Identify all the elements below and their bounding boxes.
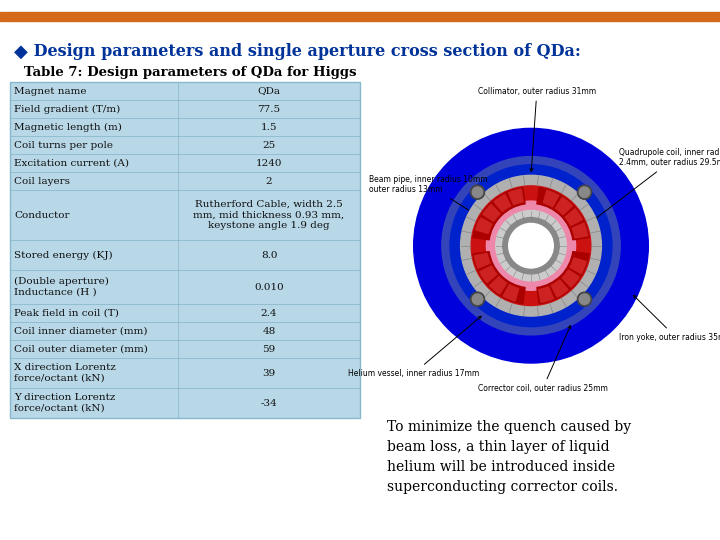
Bar: [10, 136, 360, 154]
Text: Coil inner diameter (mm): Coil inner diameter (mm): [14, 327, 148, 335]
Bar: [10, 388, 360, 418]
Text: 1240: 1240: [256, 159, 282, 167]
Bar: [10, 240, 360, 270]
Wedge shape: [537, 252, 589, 304]
Text: 0.010: 0.010: [254, 282, 284, 292]
Text: Iron yoke, outer radius 35mm: Iron yoke, outer radius 35mm: [619, 295, 720, 342]
Text: Coil layers: Coil layers: [14, 177, 70, 186]
Text: QDa: QDa: [258, 86, 281, 96]
Text: Magnet name: Magnet name: [14, 86, 86, 96]
Bar: [10, 322, 360, 340]
Text: Coil outer diameter (mm): Coil outer diameter (mm): [14, 345, 148, 354]
Wedge shape: [572, 223, 588, 238]
Text: Excitation current (A): Excitation current (A): [14, 159, 129, 167]
Circle shape: [579, 187, 590, 198]
Text: 8.0: 8.0: [261, 251, 277, 260]
Bar: [10, 172, 360, 190]
Bar: [10, 270, 360, 304]
Wedge shape: [552, 280, 568, 297]
Wedge shape: [562, 270, 579, 287]
Text: Stored energy (KJ): Stored energy (KJ): [14, 251, 112, 260]
Circle shape: [503, 218, 559, 274]
Text: Design parameters and single aperture cross section of QDa:: Design parameters and single aperture cr…: [28, 43, 581, 60]
Wedge shape: [565, 209, 582, 226]
Bar: [10, 100, 360, 118]
Text: 39: 39: [262, 368, 276, 377]
Text: To minimize the quench caused by
beam loss, a thin layer of liquid
helium will b: To minimize the quench caused by beam lo…: [387, 420, 631, 494]
Circle shape: [472, 187, 483, 198]
Bar: [10, 304, 360, 322]
Bar: [0, 12, 720, 21]
Text: 77.5: 77.5: [258, 105, 281, 113]
Bar: [10, 118, 360, 136]
Bar: [10, 82, 360, 100]
Wedge shape: [544, 191, 559, 207]
Text: Magnetic length (m): Magnetic length (m): [14, 123, 122, 132]
Wedge shape: [473, 252, 525, 304]
Wedge shape: [508, 189, 523, 205]
Text: 1.5: 1.5: [261, 123, 277, 132]
Text: Collimator, outer radius 31mm: Collimator, outer radius 31mm: [478, 86, 596, 172]
Circle shape: [577, 185, 592, 199]
Text: (Double aperture)
Inductance (H ): (Double aperture) Inductance (H ): [14, 277, 109, 297]
Circle shape: [509, 224, 553, 268]
Text: 25: 25: [262, 140, 276, 150]
Circle shape: [577, 292, 592, 306]
Circle shape: [450, 165, 612, 327]
Text: X direction Lorentz
force/octant (kN): X direction Lorentz force/octant (kN): [14, 363, 116, 383]
Wedge shape: [494, 194, 510, 212]
Wedge shape: [503, 285, 518, 301]
Text: Table 7: Design parameters of QDa for Higgs: Table 7: Design parameters of QDa for Hi…: [24, 66, 356, 79]
Circle shape: [414, 129, 648, 363]
Text: Beam pipe, inner radius 10mm
outer radius 13mm: Beam pipe, inner radius 10mm outer radiu…: [369, 175, 503, 232]
Text: Coil turns per pole: Coil turns per pole: [14, 140, 113, 150]
Bar: [10, 190, 360, 240]
Circle shape: [496, 211, 566, 281]
Circle shape: [470, 185, 485, 199]
Text: ◆: ◆: [14, 43, 28, 61]
Text: Quadrupole coil, inner radius
2.4mm, outer radius 29.5mm: Quadrupole coil, inner radius 2.4mm, out…: [594, 148, 720, 220]
Text: Helium vessel, inner radius 17mm: Helium vessel, inner radius 17mm: [348, 316, 481, 378]
Text: -34: -34: [261, 399, 277, 408]
Wedge shape: [490, 276, 507, 294]
Circle shape: [472, 294, 483, 305]
Wedge shape: [539, 287, 554, 302]
Text: 48: 48: [262, 327, 276, 335]
Wedge shape: [474, 253, 490, 268]
Circle shape: [487, 201, 575, 291]
Circle shape: [579, 294, 590, 305]
Text: Field gradient (T/m): Field gradient (T/m): [14, 104, 120, 113]
Wedge shape: [480, 266, 497, 282]
Text: Corrector coil, outer radius 25mm: Corrector coil, outer radius 25mm: [478, 326, 608, 393]
Bar: [10, 154, 360, 172]
Text: Y direction Lorentz
force/octant (kN): Y direction Lorentz force/octant (kN): [14, 393, 115, 413]
Wedge shape: [483, 204, 500, 221]
Circle shape: [470, 292, 485, 306]
Bar: [10, 340, 360, 358]
Wedge shape: [555, 198, 572, 215]
Text: 59: 59: [262, 345, 276, 354]
Wedge shape: [570, 258, 586, 274]
Text: Rutherford Cable, width 2.5
mm, mid thickness 0.93 mm,
keystone angle 1.9 deg: Rutherford Cable, width 2.5 mm, mid thic…: [194, 200, 345, 230]
Circle shape: [442, 157, 620, 335]
Text: Conductor: Conductor: [14, 211, 70, 219]
Wedge shape: [476, 218, 492, 233]
Text: 2: 2: [266, 177, 272, 186]
Text: Peak field in coil (T): Peak field in coil (T): [14, 308, 119, 318]
Circle shape: [461, 176, 601, 316]
Bar: [10, 82, 360, 418]
Circle shape: [471, 186, 591, 306]
Bar: [10, 358, 360, 388]
Wedge shape: [537, 187, 589, 240]
Text: 2.4: 2.4: [261, 308, 277, 318]
Wedge shape: [473, 187, 525, 240]
